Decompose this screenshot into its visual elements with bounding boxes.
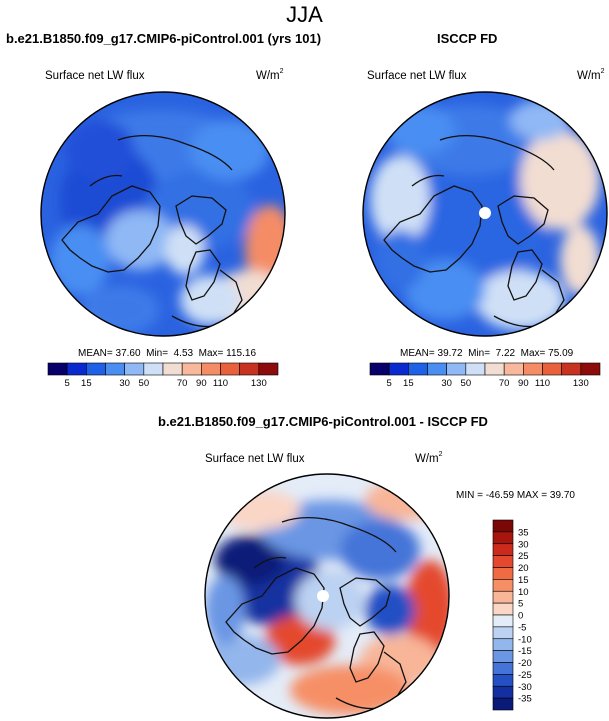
right-pole-hole	[479, 207, 491, 219]
left-colorbar-tick-label: 130	[251, 378, 267, 389]
left-panel-title: b.e21.B1850.f09_g17.CMIP6-piControl.001 …	[6, 31, 322, 46]
right-panel-title: ISCCP FD	[437, 31, 498, 46]
right-stats: MEAN= 39.72 Min= 7.22 Max= 75.09	[400, 348, 574, 359]
left-colorbar-box	[201, 362, 221, 376]
right-colorbar-tick-label: 130	[573, 378, 589, 389]
left-colorbar-tick-label: 70	[177, 378, 188, 389]
bottom-colorbar-box	[492, 602, 514, 616]
left-units: W/m2	[256, 68, 284, 82]
bottom-colorbar-tick-label: 15	[518, 575, 529, 586]
right-colorbar-box	[561, 362, 582, 376]
right-colorbar-tick-label: 50	[461, 378, 472, 389]
right-units: W/m2	[577, 68, 605, 82]
right-colorbar-box	[408, 362, 428, 376]
right-colorbar-tick-label: 70	[499, 378, 510, 389]
left-colorbar-box	[66, 362, 87, 376]
bottom-colorbar-tick-label: 10	[518, 587, 529, 598]
bottom-colorbar-tick-label: -25	[518, 670, 532, 681]
bottom-panel-title: b.e21.B1850.f09_g17.CMIP6-piControl.001 …	[158, 414, 488, 429]
bottom-colorbar-tick-label: -5	[518, 622, 526, 633]
left-map-border	[40, 91, 286, 337]
bottom-colorbar-box	[492, 685, 514, 699]
bottom-map-border	[204, 473, 450, 719]
bottom-colorbar-box	[492, 555, 514, 568]
left-colorbar-tick-label: 5	[65, 378, 70, 389]
bottom-variable-label: Surface net LW flux	[205, 453, 305, 465]
left-colorbar-box	[258, 362, 279, 376]
bottom-colorbar-box	[492, 674, 514, 687]
left-colorbar-box	[86, 362, 106, 376]
bottom-units: W/m2	[415, 451, 443, 465]
left-colorbar-box	[105, 362, 125, 376]
bottom-colorbar-box	[492, 662, 514, 675]
bottom-colorbar-box	[492, 626, 514, 640]
right-colorbar-box	[484, 362, 505, 376]
bottom-polar-map	[205, 474, 449, 718]
bottom-colorbar-box	[492, 638, 514, 651]
right-colorbar-tick-label: 5	[387, 378, 392, 389]
right-map-border	[362, 91, 608, 337]
bottom-colorbar-tick-label: 30	[518, 539, 529, 550]
left-colorbar: 5 15 30 50 70 90 110 130	[47, 362, 279, 389]
bottom-colorbar-tick-label: -35	[518, 694, 532, 705]
bottom-colorbar-tick-label: -15	[518, 646, 532, 657]
bottom-colorbar-box	[492, 697, 514, 711]
bottom-colorbar-tick-label: 25	[518, 551, 529, 562]
left-variable-label: Surface net LW flux	[45, 70, 145, 82]
bottom-colorbar-box	[492, 650, 514, 663]
bottom-colorbar-box	[492, 519, 514, 533]
bottom-colorbar-box	[492, 590, 514, 604]
right-variable-label: Surface net LW flux	[367, 70, 467, 82]
bottom-colorbar-box	[492, 531, 514, 545]
bottom-stats: MIN = -46.59 MAX = 39.70	[456, 490, 575, 501]
bottom-colorbar-tick-label: 5	[518, 599, 523, 610]
left-colorbar-box	[47, 362, 68, 376]
right-colorbar-box	[465, 362, 486, 376]
right-colorbar-box	[503, 362, 524, 376]
left-colorbar-box	[239, 362, 260, 376]
right-colorbar-box	[388, 362, 409, 376]
left-colorbar-tick-label: 50	[139, 378, 150, 389]
right-colorbar-tick-label: 90	[518, 378, 529, 389]
bottom-colorbar-tick-label: 35	[518, 527, 529, 538]
right-colorbar-box	[580, 362, 601, 376]
right-colorbar-tick-label: 110	[535, 378, 550, 389]
right-colorbar-tick-label: 30	[441, 378, 452, 389]
bottom-colorbar-tick-label: -20	[518, 658, 532, 669]
figure-title: JJA	[286, 2, 323, 27]
bottom-colorbar-box	[492, 579, 514, 592]
left-colorbar-box	[143, 362, 164, 376]
bottom-colorbar-tick-label: 20	[518, 563, 529, 574]
left-colorbar-tick-label: 30	[119, 378, 130, 389]
left-colorbar-box	[162, 362, 183, 376]
left-colorbar-box	[124, 362, 145, 376]
right-colorbar-box	[369, 362, 390, 376]
left-colorbar-box	[220, 362, 240, 376]
left-stats: MEAN= 37.60 Min= 4.53 Max= 115.16	[78, 348, 257, 359]
bottom-pole-hole	[317, 590, 329, 602]
bottom-colorbar-box	[492, 543, 514, 556]
right-colorbar: 5 15 30 50 70 90 110 130	[369, 362, 601, 389]
right-colorbar-box	[446, 362, 467, 376]
right-colorbar-box	[523, 362, 543, 376]
bottom-colorbar-box	[492, 567, 514, 580]
right-colorbar-box	[427, 362, 447, 376]
left-colorbar-box	[181, 362, 202, 376]
right-polar-map	[363, 92, 607, 336]
right-colorbar-tick-label: 15	[403, 378, 414, 389]
left-colorbar-tick-label: 15	[81, 378, 92, 389]
bottom-colorbar-tick-label: -30	[518, 682, 532, 693]
bottom-colorbar-box	[492, 614, 514, 628]
left-colorbar-tick-label: 110	[213, 378, 228, 389]
bottom-colorbar-tick-label: 0	[518, 611, 523, 622]
bottom-colorbar-tick-label: -10	[518, 634, 532, 645]
right-colorbar-box	[542, 362, 562, 376]
left-colorbar-tick-label: 90	[196, 378, 207, 389]
